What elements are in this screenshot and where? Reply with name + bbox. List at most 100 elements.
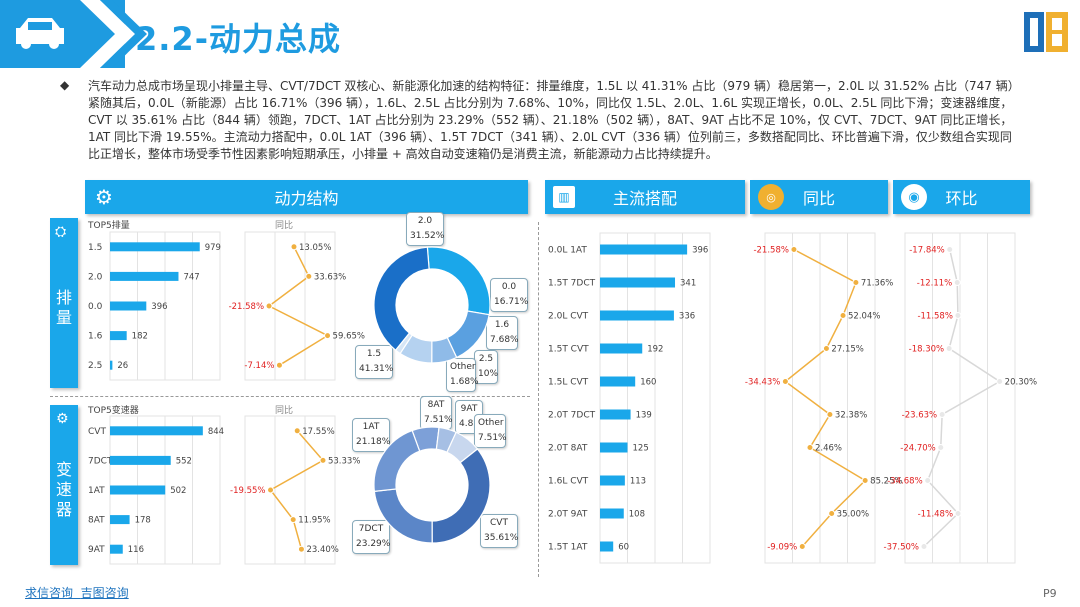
- trans-bar-tick-label: 8AT: [88, 516, 105, 526]
- combo-mom-point: [920, 543, 928, 550]
- combo-mom-line: [923, 249, 1002, 548]
- header-combo: ▥ 主流搭配: [545, 180, 745, 214]
- grid-frame: [904, 232, 1016, 564]
- combo-bar-tick-label: 1.6L CVT: [548, 477, 589, 487]
- disp-bar-bar: [110, 360, 113, 370]
- pie2-callout-cat: CVT: [490, 518, 508, 528]
- pie1-callout-cat: 0.0: [501, 282, 517, 292]
- trans-bar-bar: [110, 455, 171, 465]
- combo-bar-tick-label: 1.5T 1AT: [548, 543, 588, 553]
- mom-icon: ◉: [901, 184, 927, 210]
- pie1-callout-val: 10%: [478, 369, 499, 379]
- combo-yoy-point: [852, 279, 860, 286]
- combo-mom-data-label: -24.70%: [900, 444, 935, 454]
- disp-bar-tick-label: 1.6: [88, 332, 103, 342]
- trans-yoy-point: [319, 456, 327, 464]
- disp-yoy-data-label: -21.58%: [229, 302, 264, 312]
- disp-yoy-title: 同比: [275, 221, 294, 231]
- disp-bar-tick-label: 2.0: [88, 272, 103, 282]
- pie2-callout-cat: 8AT: [427, 400, 445, 410]
- combo-mom-data-label: -23.63%: [902, 411, 937, 421]
- page-number: P9: [1043, 587, 1057, 600]
- combo-yoy-data-label: 27.15%: [831, 345, 863, 355]
- combo-bar-tick-label: 1.5T 7DCT: [548, 279, 596, 289]
- footer-link-2[interactable]: 吉图咨询: [80, 586, 129, 600]
- footer-link-1[interactable]: 求信咨询: [25, 586, 74, 600]
- combo-bar-data-label: 192: [647, 345, 663, 355]
- car-icon: [16, 18, 64, 49]
- disp-yoy-point: [324, 332, 332, 340]
- combo-yoy-data-label: -21.58%: [753, 246, 788, 256]
- combo-yoy-point: [806, 444, 814, 451]
- combo-yoy-data-label: 35.00%: [837, 510, 869, 520]
- footer-links: 求信咨询 吉图咨询: [25, 584, 129, 601]
- combo-mom-point: [954, 312, 962, 319]
- gears-icon: ⚙: [95, 185, 113, 209]
- combo-bar-bar: [600, 409, 631, 420]
- disp-donut-slice: [399, 334, 433, 364]
- combo-mom-data-label: -37.50%: [884, 543, 919, 553]
- combo-mom-data-label: -12.11%: [917, 279, 952, 289]
- trans-bar-data-label: 116: [128, 545, 144, 555]
- disp-bar-data-label: 182: [132, 332, 148, 342]
- pie2-callout-val: 7.51%: [478, 433, 507, 443]
- header-yoy-label: 同比: [802, 189, 835, 208]
- pie1-callout-cat: 2.5: [478, 354, 494, 364]
- disp-top5-title: TOP5排量: [88, 221, 130, 231]
- combo-bar-bar: [600, 277, 676, 288]
- disp-yoy-point: [290, 243, 298, 251]
- pie2-callout-7dct: 7DCT 23.29%: [352, 520, 390, 554]
- disp-donut-slice: [373, 246, 430, 352]
- combo-bar-tick-label: 2.0L CVT: [548, 312, 589, 322]
- grid-frame: [109, 415, 221, 565]
- disp-bar-bar: [110, 242, 200, 252]
- trans-bar-bar: [110, 544, 123, 554]
- pie1-callout-other: Other 1.68%: [446, 358, 479, 392]
- trans-donut-slice: [446, 431, 479, 464]
- combo-yoy-point: [828, 510, 836, 517]
- combo-mom-data-label: -11.48%: [918, 510, 953, 520]
- combo-yoy-data-label: 32.38%: [835, 411, 867, 421]
- trans-bar-data-label: 178: [135, 516, 151, 526]
- combo-bar-bar: [600, 508, 624, 519]
- disp-yoy-data-label: 13.05%: [299, 243, 331, 253]
- trans-yoy-point: [289, 516, 297, 524]
- disp-yoy-data-label: 59.65%: [333, 332, 365, 342]
- combo-bar-tick-label: 0.0L 1AT: [548, 246, 587, 256]
- pie2-callout-1at: 1AT 21.18%: [352, 418, 390, 452]
- column-divider: [538, 222, 539, 577]
- disp-bar-data-label: 979: [205, 243, 221, 253]
- combo-mom-point: [954, 510, 962, 517]
- pie2-callout-val: 7.51%: [424, 415, 453, 425]
- combo-mom-data-label: -34.68%: [887, 477, 922, 487]
- combo-yoy-point: [781, 378, 789, 385]
- disp-donut-slice: [394, 332, 414, 355]
- sidebar-transmission: ⚙ 变速器: [50, 405, 78, 565]
- combo-yoy-point: [839, 312, 847, 319]
- combo-yoy-data-label: 2.46%: [815, 444, 842, 454]
- trans-bar-tick-label: 7DCT: [88, 456, 113, 466]
- combo-yoy-point: [790, 246, 798, 253]
- trans-bar-tick-label: 1AT: [88, 486, 105, 496]
- pie2-callout-cat: Other: [478, 418, 504, 428]
- pie1-callout-cat: 1.6: [494, 320, 510, 330]
- combo-bar-data-label: 341: [680, 279, 696, 289]
- combo-mom-data-label: -17.84%: [909, 246, 944, 256]
- intro-text: 汽车动力总成市场呈现小排量主导、CVT/7DCT 双核心、新能源化加速的结构特征…: [88, 79, 1014, 161]
- combo-bar-bar: [600, 376, 636, 387]
- combo-bar-data-label: 108: [629, 510, 645, 520]
- grid-frame: [244, 231, 336, 381]
- header-mom: ◉ 环比: [893, 180, 1030, 214]
- header-structure-label: 动力结构: [274, 189, 339, 208]
- combo-yoy-data-label: 71.36%: [861, 279, 893, 289]
- combo-bar-tick-label: 1.5T CVT: [548, 345, 589, 355]
- combo-bar-data-label: 160: [640, 378, 656, 388]
- disp-bar-data-label: 396: [151, 302, 167, 312]
- pie1-callout-val: 16.71%: [494, 297, 529, 307]
- trans-yoy-data-label: 53.33%: [328, 456, 360, 466]
- disp-bar-tick-label: 2.5: [88, 361, 102, 371]
- combo-yoy-data-label: -9.09%: [767, 543, 797, 553]
- combo-mom-point: [937, 444, 945, 451]
- disp-yoy-data-label: -7.14%: [244, 361, 274, 371]
